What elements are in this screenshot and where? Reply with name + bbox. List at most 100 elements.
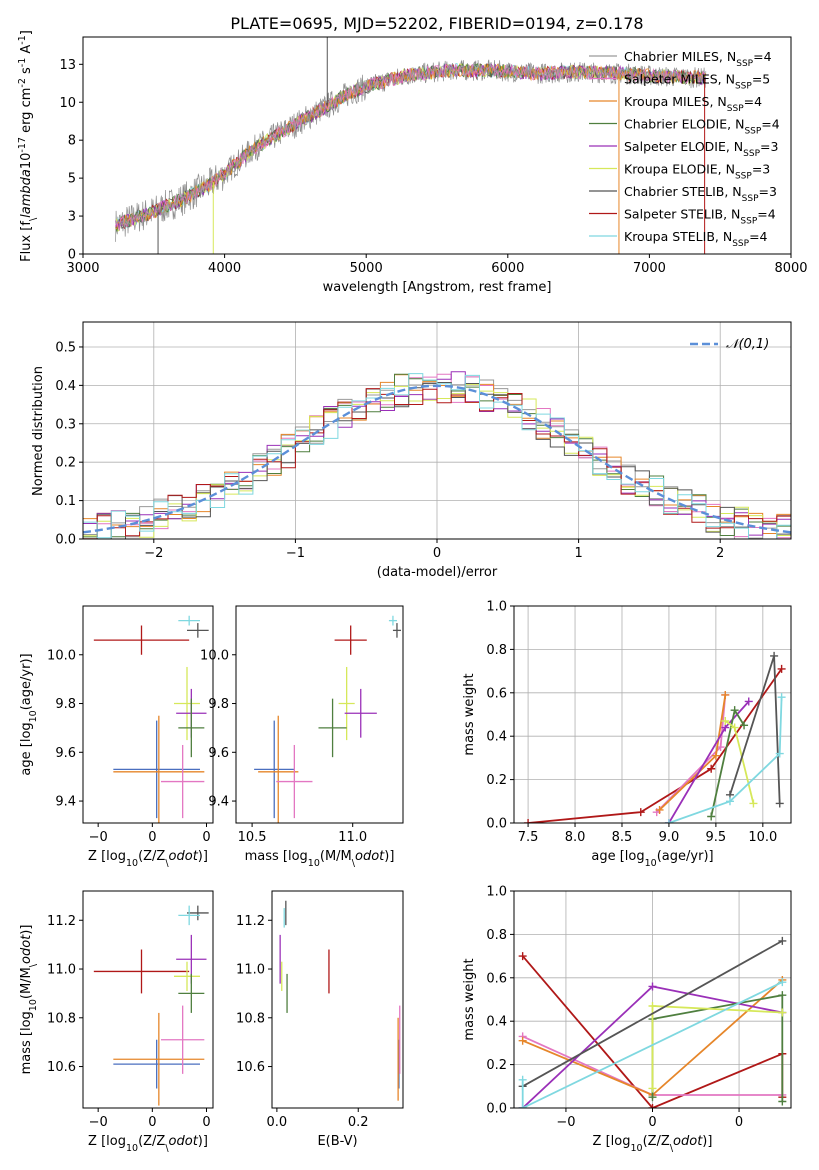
massweight_vs_Z-xlabel-part: odot (673, 1134, 703, 1149)
mass_vs_EBV-ytick-label: 10.8 (236, 1011, 265, 1026)
age_vs_Z-points (93, 615, 209, 823)
series-marker (775, 749, 784, 758)
age_vs_Z-xtick-label: −0 (89, 830, 108, 845)
age_vs_Z-xlabel-part: (Z/Z (138, 849, 165, 864)
massweight_vs_Z-lines (518, 936, 787, 1108)
figure-title: PLATE=0695, MJD=52202, FIBERID=0194, z=0… (230, 14, 643, 33)
spectrum-frame (82, 36, 792, 255)
legend-main: Kroupa ELODIE, N (624, 162, 735, 177)
legend-sub: SSP (736, 59, 753, 69)
legend-tail: =3 (759, 184, 777, 199)
spectrum-ylabel: Flux [f\lambda10-17 erg cm-2 s-1 A-1] (17, 30, 39, 262)
age_vs_Z-ytick-label: 9.6 (55, 746, 76, 761)
residuals-xlabel-part: (data-model)/error (377, 565, 498, 580)
mass_vs_Z-ylabel: mass [log10(M/M\odot)] (19, 925, 39, 1075)
series-line (651, 1005, 783, 1089)
series-marker (648, 1104, 657, 1108)
spectrum-xtick-label: 5000 (350, 261, 383, 276)
legend-tail: =4 (761, 117, 779, 132)
massweight_vs_age-ytick-label: 0.2 (486, 773, 507, 788)
mass_vs_EBV-points (279, 900, 401, 1101)
series-line (668, 697, 783, 823)
spectrum-ylabel-part: -17 (17, 137, 28, 153)
mass_vs_EBV-frame (271, 890, 404, 1109)
mass_vs_Z-ylabel-part: mass [log (19, 1011, 34, 1074)
legend-main: Kroupa STELIB, N (624, 229, 732, 244)
series-marker (730, 706, 739, 715)
age_vs_Z-ytick-label: 10.0 (47, 648, 76, 663)
series-marker (711, 751, 720, 760)
spectrum-ylabel-part: -1 (17, 58, 28, 67)
massweight_vs_age-xlabel: age [log10(age/yr)] (591, 849, 713, 869)
massweight_vs_Z-ytick-label: 0.4 (486, 1015, 507, 1030)
legend-tail: =3 (752, 162, 770, 177)
series-marker (648, 1084, 657, 1093)
series-marker (725, 797, 734, 806)
series-marker (770, 651, 779, 660)
series-line (521, 981, 783, 1108)
massweight_vs_Z-ylabel: mass weight (462, 958, 477, 1040)
legend-sub: SSP (735, 82, 752, 92)
age_vs_Z-ylabel-part: 10 (28, 710, 39, 722)
age_vs_mass-ytick-label: 9.8 (208, 697, 229, 712)
spectrum-model-line (115, 63, 707, 232)
residuals-ytick-label: 0.1 (55, 494, 76, 509)
residuals-ylabel: Normed distribution (31, 366, 46, 496)
spectrum-xtick-label: 6000 (491, 261, 524, 276)
spectrum-legend-label: Salpeter MILES, NSSP=5 (624, 72, 770, 92)
series-line (528, 668, 783, 823)
residuals-xtick-label: 2 (716, 546, 724, 561)
age_vs_Z-ylabel-part: (age/yr)] (19, 653, 34, 710)
spectrum-legend-label: Chabrier STELIB, NSSP=3 (624, 184, 777, 204)
residual-histogram (83, 388, 791, 539)
massweight_vs_age-xlabel-part: (age/yr)] (657, 849, 714, 864)
series-marker (707, 764, 716, 773)
spectrum-model-line (115, 63, 706, 231)
massweight_vs_age-ytick-label: 0.4 (486, 730, 507, 745)
series-marker (524, 819, 533, 823)
legend-tail: =4 (749, 229, 767, 244)
massweight_vs_Z-xlabel-part: )] (702, 1134, 712, 1149)
residuals-xtick-label: −2 (144, 546, 163, 561)
residuals-ylabel-part: Normed distribution (31, 366, 46, 496)
massweight_vs_Z-xlabel-part: 10 (630, 1143, 642, 1154)
legend-tail: =3 (760, 139, 778, 154)
legend-main: Salpeter STELIB, N (624, 207, 740, 222)
mass_vs_EBV-ytick-label: 11.0 (236, 963, 265, 978)
mass_vs_Z-xlabel-part: \ (165, 1143, 169, 1154)
spectrum-ylabel-part: \ (28, 217, 39, 221)
mass_vs_Z-ylabel-part: (M/M (19, 967, 34, 999)
spectrum-ylabel-part: lambda (19, 169, 34, 218)
series-marker (778, 978, 787, 987)
series-marker (664, 819, 673, 823)
legend-main: Salpeter MILES, N (624, 72, 735, 87)
massweight_vs_Z-frame (513, 890, 792, 1109)
series-marker (749, 799, 758, 808)
mass_vs_Z-xlabel-part: odot (169, 1134, 199, 1149)
spectrum-ytick-label: 5 (68, 172, 76, 187)
series-marker (778, 1008, 787, 1017)
spectrum-xtick-label: 8000 (774, 261, 807, 276)
age_vs_mass-xlabel-part: 10 (308, 858, 320, 869)
legend-main: Chabrier MILES, N (624, 49, 736, 64)
mass_vs_Z-xtick-label: 0 (148, 1115, 156, 1130)
massweight_vs_age-ytick-label: 1.0 (486, 600, 507, 615)
age_vs_mass-xlabel-part: mass [log (245, 849, 308, 864)
spectrum-model-line (115, 63, 707, 228)
mass_vs_Z-xlabel-part: )] (198, 1134, 208, 1149)
legend-main: Chabrier ELODIE, N (624, 117, 744, 132)
massweight_vs_Z-xtick-label: 0 (648, 1115, 656, 1130)
massweight_vs_age-xlabel-part: 10 (645, 858, 657, 869)
series-marker (778, 936, 787, 945)
spectrum-ylabel-part: -2 (17, 78, 28, 87)
massweight_vs_Z-ytick-label: 0.2 (486, 1058, 507, 1073)
gaussian-curve (83, 384, 791, 534)
spectrum-ytick-label: 13 (59, 58, 76, 73)
massweight_vs_Z-xtick-label: 0 (735, 1115, 743, 1130)
massweight_vs_age-lines (524, 651, 786, 823)
massweight_vs_Z-xlabel-part: \ (670, 1143, 674, 1154)
mass_vs_Z-points (93, 905, 209, 1106)
residuals-ytick-label: 0.2 (55, 456, 76, 471)
age_vs_Z-xlabel-part: Z [log (88, 849, 126, 864)
series-marker (778, 991, 787, 1000)
